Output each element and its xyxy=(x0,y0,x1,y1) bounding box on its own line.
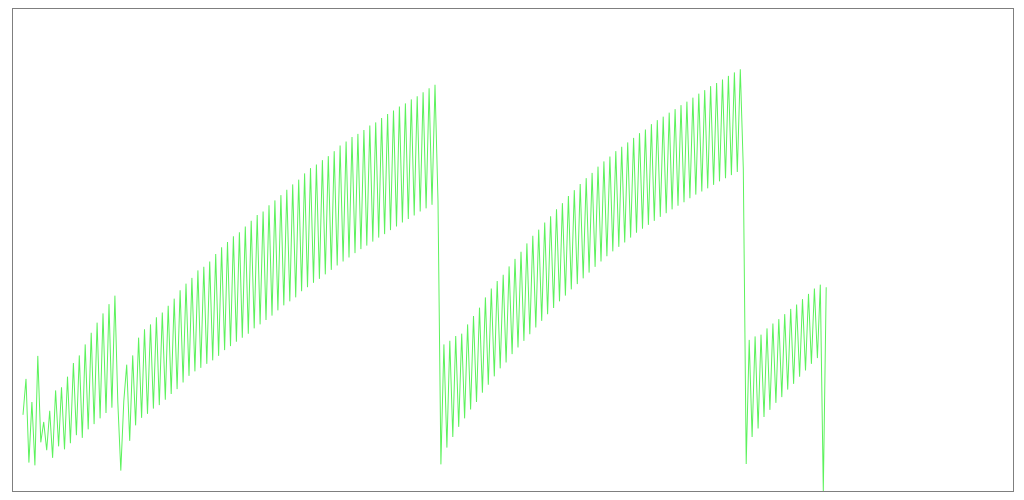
series-line-0 xyxy=(22,69,827,492)
series-layer xyxy=(22,69,827,492)
plot-frame xyxy=(12,8,1014,492)
